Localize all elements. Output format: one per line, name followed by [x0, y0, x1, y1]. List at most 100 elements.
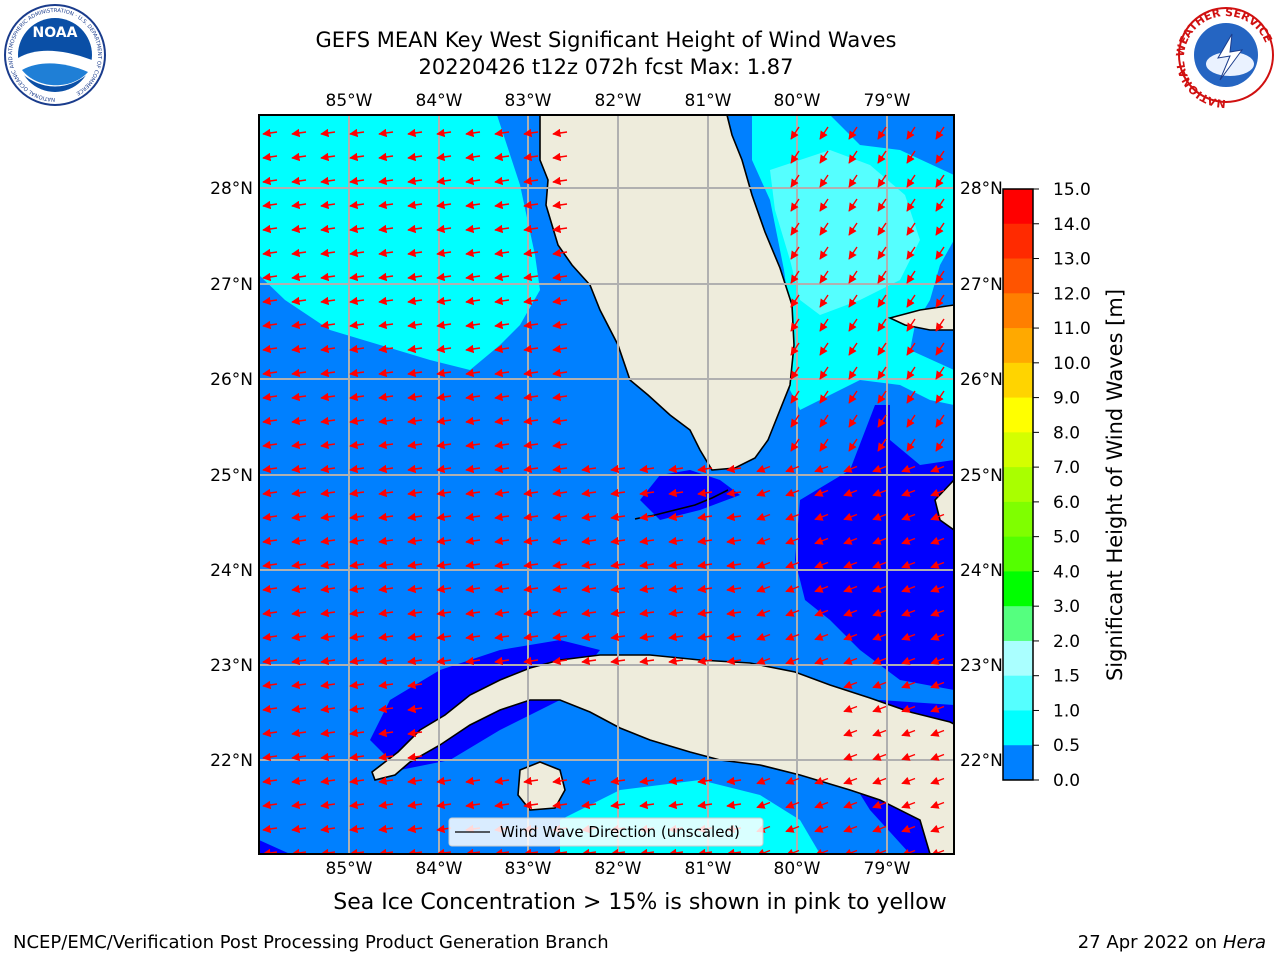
wave-arrow — [320, 776, 336, 786]
wave-arrow — [814, 488, 829, 497]
wave-arrow — [494, 512, 510, 522]
wave-arrow — [523, 176, 539, 186]
wave-arrow — [494, 176, 510, 186]
wave-arrow — [378, 344, 394, 354]
wave-arrow — [378, 320, 394, 330]
wave-arrow — [523, 584, 539, 594]
wave-arrow — [436, 464, 452, 474]
wave-arrow — [872, 560, 887, 569]
wave-arrow — [291, 776, 307, 786]
wave-arrow — [790, 270, 800, 284]
wave-arrow — [581, 632, 597, 642]
wave-arrow — [848, 438, 858, 452]
wave-arrow — [436, 776, 452, 786]
wave-arrow — [407, 152, 423, 162]
wave-arrow — [901, 728, 916, 737]
wave-arrow — [407, 776, 423, 786]
colorbar-tick-label: 0.0 — [1053, 771, 1080, 791]
wave-arrow — [581, 584, 597, 594]
wave-arrow — [320, 320, 336, 330]
wave-arrow — [877, 174, 887, 188]
wave-arrow — [930, 632, 945, 641]
wave-arrow — [291, 416, 307, 426]
wave-arrow — [848, 222, 858, 236]
wave-arrow — [581, 488, 597, 498]
wave-arrow — [407, 344, 423, 354]
wave-arrow — [494, 200, 510, 210]
wave-arrow — [407, 320, 423, 330]
wave-arrow — [378, 632, 394, 642]
wave-arrow — [465, 200, 481, 210]
wave-arrow — [523, 248, 539, 258]
wave-arrow — [378, 416, 394, 426]
wave-arrow — [581, 776, 597, 786]
wave-arrow — [785, 824, 800, 833]
wave-arrow — [930, 800, 945, 809]
wave-arrow — [906, 126, 916, 140]
wave-arrow — [436, 200, 452, 210]
colorbar-segment — [1003, 293, 1033, 329]
lat-label: 22°N — [960, 751, 1003, 771]
wave-arrow — [523, 152, 539, 162]
wave-arrow — [756, 560, 771, 569]
wave-arrow — [262, 344, 278, 354]
wave-arrow — [465, 176, 481, 186]
wave-arrow — [697, 488, 713, 498]
wave-arrow — [465, 440, 481, 450]
wave-arrow — [848, 318, 858, 332]
wave-arrow — [756, 512, 771, 521]
wave-arrow — [378, 728, 394, 738]
wave-arrow — [843, 800, 858, 809]
wave-arrow — [523, 392, 539, 402]
wave-arrow — [523, 416, 539, 426]
wave-arrow — [843, 512, 858, 521]
nws-logo: NATIONAL WEATHER SERVICE — [1174, 6, 1275, 110]
wave-arrow — [262, 272, 278, 282]
colorbar-tick-label: 7.0 — [1053, 458, 1080, 478]
wave-arrow — [930, 536, 945, 545]
wave-arrow — [378, 536, 394, 546]
wave-arrow — [494, 152, 510, 162]
wave-arrow — [756, 464, 771, 473]
colorbar-tick-label: 4.0 — [1053, 562, 1080, 582]
wave-arrow — [930, 656, 945, 665]
colorbar-tick-label: 9.0 — [1053, 389, 1080, 409]
wave-arrow — [407, 488, 423, 498]
wave-arrow — [320, 608, 336, 618]
wave-arrow — [378, 608, 394, 618]
lon-labels-bottom: 85°W 84°W 83°W 82°W 81°W 80°W 79°W — [326, 859, 911, 879]
wave-arrow — [320, 152, 336, 162]
wave-arrow — [320, 464, 336, 474]
colorbar-segment — [1003, 223, 1033, 260]
wave-arrow — [639, 776, 655, 786]
wave-arrow — [320, 440, 336, 450]
wave-arrow — [814, 608, 829, 617]
wave-arrow — [668, 608, 684, 618]
wave-arrow — [935, 174, 945, 188]
wave-arrow — [906, 246, 916, 260]
wave-arrow — [930, 584, 945, 593]
wave-arrow — [523, 224, 539, 234]
wave-arrow — [848, 174, 858, 188]
wave-arrow — [843, 608, 858, 617]
wave-arrow — [790, 222, 800, 236]
wave-arrow — [930, 704, 945, 713]
wave-arrow — [668, 488, 684, 498]
wave-arrow — [790, 198, 800, 212]
wave-arrow — [639, 464, 655, 474]
wave-arrow — [930, 464, 945, 473]
wave-arrow — [756, 632, 771, 641]
colorbar-segment — [1003, 467, 1033, 503]
wave-arrow — [756, 536, 771, 545]
wave-arrow — [407, 176, 423, 186]
wave-arrow — [610, 584, 626, 594]
wave-arrow — [494, 776, 510, 786]
wave-arrow — [465, 584, 481, 594]
wave-arrow — [872, 680, 887, 689]
wave-arrow — [819, 318, 829, 332]
wave-arrow — [378, 752, 394, 762]
wave-arrow — [877, 294, 887, 308]
wave-arrow — [930, 560, 945, 569]
wave-arrow — [436, 536, 452, 546]
wave-arrow — [494, 536, 510, 546]
